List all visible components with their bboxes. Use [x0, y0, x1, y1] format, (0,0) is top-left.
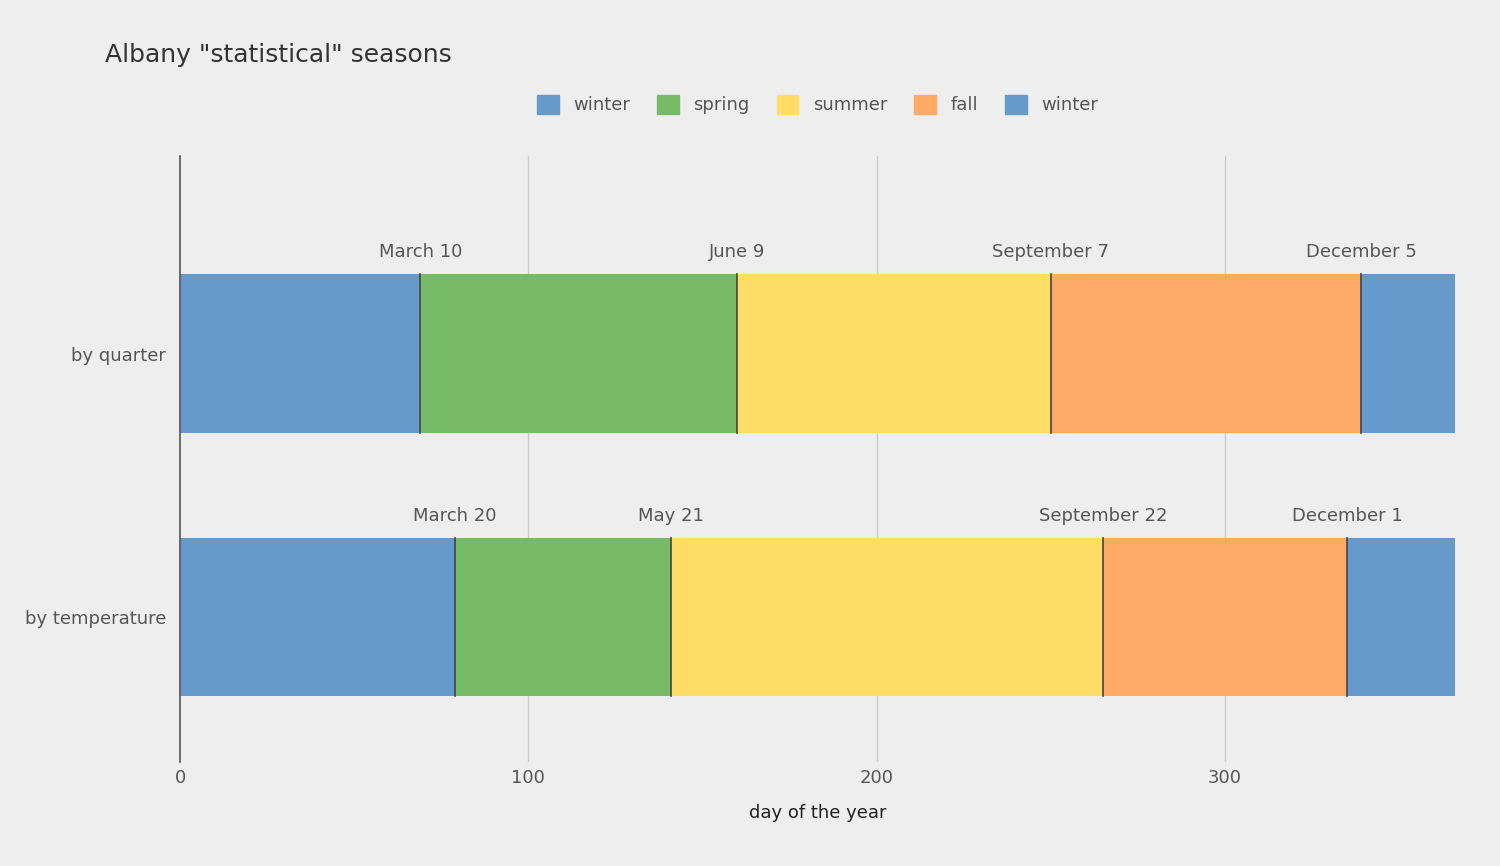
Bar — [454, 538, 670, 696]
Text: Albany "statistical" seasons: Albany "statistical" seasons — [105, 43, 452, 68]
Bar — [738, 275, 1052, 433]
X-axis label: day of the year: day of the year — [748, 804, 886, 822]
Bar — [1052, 275, 1360, 433]
Text: June 9: June 9 — [710, 243, 765, 262]
Bar — [180, 275, 420, 433]
Bar — [1102, 538, 1347, 696]
Legend: winter, spring, summer, fall, winter: winter, spring, summer, fall, winter — [528, 86, 1107, 124]
Text: May 21: May 21 — [639, 507, 704, 525]
Bar — [1360, 275, 1455, 433]
Text: September 7: September 7 — [993, 243, 1110, 262]
Text: December 1: December 1 — [1292, 507, 1402, 525]
Text: September 22: September 22 — [1040, 507, 1167, 525]
Bar — [420, 275, 738, 433]
Bar — [670, 538, 1102, 696]
Text: March 20: March 20 — [414, 507, 497, 525]
Text: March 10: March 10 — [378, 243, 462, 262]
Bar — [1347, 538, 1455, 696]
Text: December 5: December 5 — [1305, 243, 1416, 262]
Bar — [180, 538, 454, 696]
